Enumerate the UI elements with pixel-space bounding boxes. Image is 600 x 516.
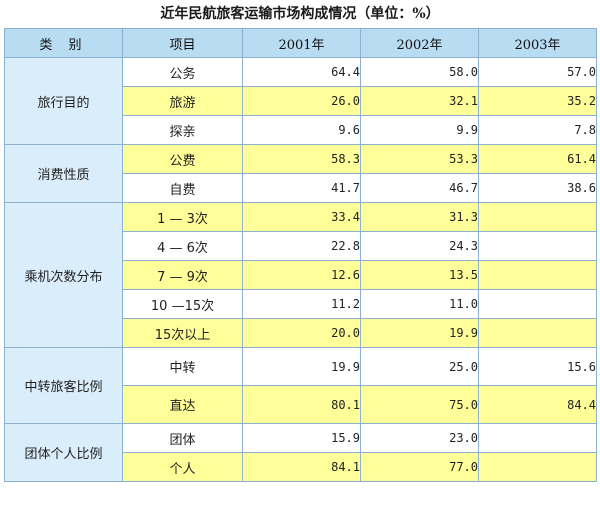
table-row: 4 — 6次 22.8 24.3 xyxy=(5,231,597,261)
value-2001: 64.4 xyxy=(242,57,361,87)
header-category: 类 别 xyxy=(4,28,123,58)
item-cell: 个人 xyxy=(122,452,243,482)
value-2003: 38.6 xyxy=(478,173,597,203)
category-cell: 中转旅客比例 xyxy=(4,347,123,424)
value-2001: 19.9 xyxy=(242,347,361,386)
item-cell: 直达 xyxy=(122,385,243,424)
value-2001: 84.1 xyxy=(242,452,361,482)
value-2002: 13.5 xyxy=(360,260,479,290)
value-2003 xyxy=(478,423,597,453)
item-cell: 4 — 6次 xyxy=(122,231,243,261)
value-2002: 23.0 xyxy=(360,423,479,453)
value-2001: 9.6 xyxy=(242,115,361,145)
table-row: 消费性质 公费 58.3 53.3 61.4 xyxy=(4,144,597,203)
item-cell: 7 — 9次 xyxy=(122,260,243,290)
value-2002: 58.0 xyxy=(360,57,479,87)
item-cell: 自费 xyxy=(122,173,243,203)
header-2001: 2001年 xyxy=(242,28,361,58)
value-2003: 15.6 xyxy=(478,347,597,386)
header-2002: 2002年 xyxy=(360,28,479,58)
table-row: 10 —15次 11.2 11.0 xyxy=(5,289,597,319)
item-cell: 探亲 xyxy=(122,115,243,145)
value-2002: 53.3 xyxy=(360,144,479,174)
value-2003: 61.4 xyxy=(478,144,597,174)
value-2002: 31.3 xyxy=(360,202,479,232)
value-2003 xyxy=(478,202,597,232)
table-title: 近年民航旅客运输市场构成情况（单位：%） xyxy=(160,6,440,22)
category-cell: 旅行目的 xyxy=(4,57,123,145)
category-cell: 团体个人比例 xyxy=(4,423,123,482)
item-cell: 1 — 3次 xyxy=(122,202,243,232)
value-2002: 9.9 xyxy=(360,115,479,145)
value-2002: 77.0 xyxy=(360,452,479,482)
table-row: 探亲 9.6 9.9 7.8 xyxy=(5,115,597,145)
table-row: 中转旅客比例 中转 19.9 25.0 15.6 xyxy=(4,347,597,424)
value-2003: 7.8 xyxy=(478,115,597,145)
header-row: 类 别 项目 2001年 2002年 2003年 xyxy=(4,28,597,58)
value-2003: 84.4 xyxy=(478,385,597,424)
value-2001: 80.1 xyxy=(242,385,361,424)
item-cell: 团体 xyxy=(122,423,243,453)
value-2001: 22.8 xyxy=(242,231,361,261)
item-cell: 中转 xyxy=(122,347,243,386)
table-row: 团体个人比例 团体 15.9 23.0 xyxy=(4,423,597,482)
value-2003: 35.2 xyxy=(478,86,597,116)
table-row: 旅行目的 公务 64.4 58.0 57.0 xyxy=(4,57,597,145)
value-2003: 57.0 xyxy=(478,57,597,87)
value-2002: 19.9 xyxy=(360,318,479,348)
item-cell: 公费 xyxy=(122,144,243,174)
value-2002: 46.7 xyxy=(360,173,479,203)
value-2002: 75.0 xyxy=(360,385,479,424)
market-composition-table: 类 别 项目 2001年 2002年 2003年 旅行目的 公务 64.4 58… xyxy=(4,28,597,482)
value-2001: 15.9 xyxy=(242,423,361,453)
value-2003 xyxy=(478,231,597,261)
table-row: 个人 84.1 77.0 xyxy=(5,452,597,482)
table-row: 直达 80.1 75.0 84.4 xyxy=(5,385,597,424)
value-2002: 25.0 xyxy=(360,347,479,386)
value-2003 xyxy=(478,289,597,319)
header-item: 项目 xyxy=(122,28,243,58)
table-row: 自费 41.7 46.7 38.6 xyxy=(5,173,597,203)
value-2001: 20.0 xyxy=(242,318,361,348)
category-cell: 消费性质 xyxy=(4,144,123,203)
value-2001: 58.3 xyxy=(242,144,361,174)
item-cell: 旅游 xyxy=(122,86,243,116)
value-2001: 11.2 xyxy=(242,289,361,319)
table-row: 乘机次数分布 1 — 3次 33.4 31.3 xyxy=(4,202,597,348)
value-2001: 26.0 xyxy=(242,86,361,116)
category-cell: 乘机次数分布 xyxy=(4,202,123,348)
value-2001: 41.7 xyxy=(242,173,361,203)
value-2001: 33.4 xyxy=(242,202,361,232)
value-2003 xyxy=(478,260,597,290)
table-row: 7 — 9次 12.6 13.5 xyxy=(5,260,597,290)
value-2003 xyxy=(478,318,597,348)
header-2003: 2003年 xyxy=(478,28,597,58)
value-2002: 32.1 xyxy=(360,86,479,116)
value-2002: 11.0 xyxy=(360,289,479,319)
table-row: 旅游 26.0 32.1 35.2 xyxy=(5,86,597,116)
value-2002: 24.3 xyxy=(360,231,479,261)
item-cell: 15次以上 xyxy=(122,318,243,348)
value-2003 xyxy=(478,452,597,482)
item-cell: 公务 xyxy=(122,57,243,87)
item-cell: 10 —15次 xyxy=(122,289,243,319)
value-2001: 12.6 xyxy=(242,260,361,290)
